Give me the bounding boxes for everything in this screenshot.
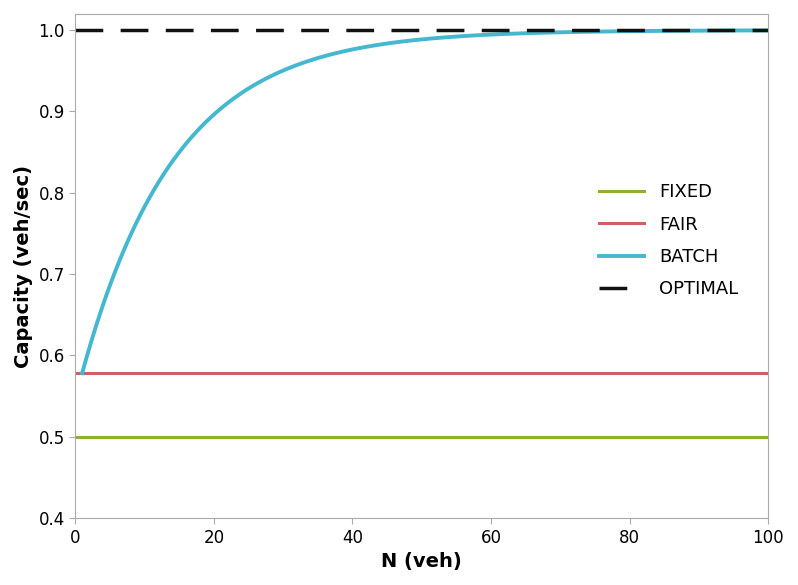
BATCH [612, 28, 622, 35]
FIXED [764, 433, 773, 441]
Legend: FIXED, FAIR, BATCH, OPTIMAL: FIXED, FAIR, BATCH, OPTIMAL [592, 176, 745, 306]
FIXED [351, 433, 361, 441]
FIXED [70, 433, 80, 441]
OPTIMAL [70, 27, 80, 34]
FAIR [376, 370, 385, 377]
BATCH [355, 44, 365, 51]
X-axis label: N (veh): N (veh) [381, 552, 462, 571]
FIXED [547, 433, 556, 441]
BATCH [380, 40, 389, 47]
BATCH [148, 190, 157, 197]
BATCH [764, 27, 773, 34]
FAIR [351, 370, 361, 377]
BATCH [625, 27, 634, 35]
FIXED [611, 433, 621, 441]
FAIR [611, 370, 621, 377]
FIXED [623, 433, 633, 441]
FAIR [547, 370, 556, 377]
FAIR [764, 370, 773, 377]
Y-axis label: Capacity (veh/sec): Capacity (veh/sec) [14, 164, 33, 367]
BATCH [548, 29, 558, 36]
FAIR [70, 370, 80, 377]
FAIR [141, 370, 151, 377]
BATCH [77, 370, 87, 377]
OPTIMAL [77, 27, 87, 34]
FAIR [623, 370, 633, 377]
FIXED [141, 433, 151, 441]
Line: BATCH: BATCH [82, 30, 768, 373]
FIXED [376, 433, 385, 441]
